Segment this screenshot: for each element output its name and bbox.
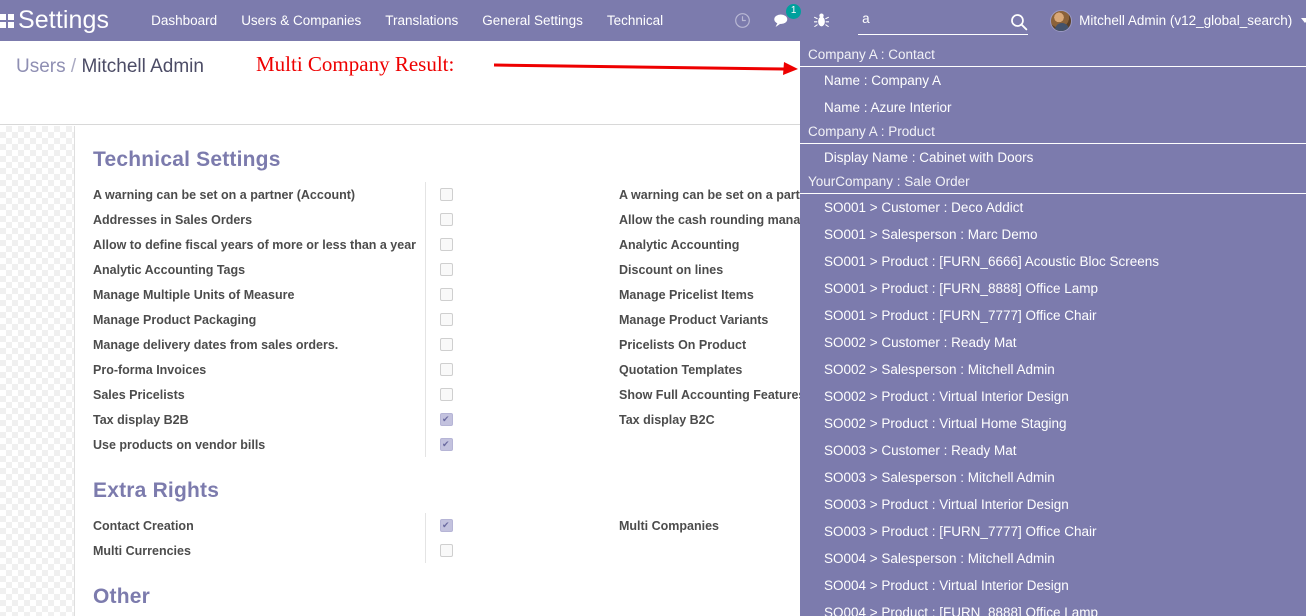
main-menu: Dashboard Users & Companies Translations…	[139, 0, 675, 41]
user-menu[interactable]: Mitchell Admin (v12_global_search)	[1050, 9, 1306, 32]
search-result-item[interactable]: SO003 > Customer : Ready Mat	[824, 443, 1017, 458]
messages-icon[interactable]: 1	[762, 4, 803, 29]
setting-label: Multi Companies	[619, 518, 720, 533]
search-result-item[interactable]: Name : Company A	[824, 73, 942, 88]
setting-checkbox[interactable]	[440, 263, 453, 276]
setting-label: Analytic Accounting Tags	[93, 262, 246, 277]
group-title-other: Other	[93, 585, 151, 608]
setting-checkbox[interactable]	[440, 518, 453, 532]
breadcrumb-separator: /	[70, 56, 77, 77]
column-divider	[425, 513, 426, 563]
column-divider	[425, 182, 426, 457]
setting-checkbox[interactable]	[440, 388, 453, 401]
search-result-item[interactable]: SO002 > Product : Virtual Home Staging	[824, 416, 1067, 431]
breadcrumb: Users / Mitchell Admin	[16, 56, 204, 78]
setting-checkbox[interactable]	[440, 238, 453, 251]
annotation-arrow-icon	[493, 62, 798, 75]
search-result-item[interactable]: SO004 > Product : [FURN_8888] Office Lam…	[824, 605, 1099, 616]
setting-label: Discount on lines	[619, 262, 724, 277]
setting-label: Manage Product Packaging	[93, 312, 257, 327]
setting-checkbox[interactable]	[440, 338, 453, 351]
search-result-item[interactable]: SO001 > Salesperson : Marc Demo	[824, 227, 1038, 242]
clock-icon[interactable]	[723, 12, 762, 29]
setting-label: Pricelists On Product	[619, 337, 747, 352]
app-brand-title[interactable]: Settings	[18, 6, 110, 34]
setting-label: Tax display B2B	[93, 412, 189, 427]
setting-label: Sales Pricelists	[93, 387, 185, 402]
result-group-header[interactable]: Company A : Contact	[800, 44, 1306, 67]
top-navbar: Settings Dashboard Users & Companies Tra…	[0, 0, 1306, 41]
debug-bug-icon[interactable]	[803, 12, 840, 29]
menu-item-translations[interactable]: Translations	[385, 13, 459, 28]
setting-checkbox[interactable]	[440, 188, 453, 201]
setting-checkbox[interactable]	[440, 437, 453, 451]
result-group-header[interactable]: YourCompany : Sale Order	[800, 171, 1306, 194]
setting-label: Contact Creation	[93, 518, 194, 533]
settings-grid-extra-rights: Contact Creation Multi Currencies Multi …	[75, 513, 1306, 563]
settings-grid-technical: A warning can be set on a partner (Accou…	[75, 182, 1306, 457]
user-menu-label: Mitchell Admin (v12_global_search)	[1079, 13, 1293, 28]
search-result-item[interactable]: SO001 > Product : [FURN_8888] Office Lam…	[824, 281, 1099, 296]
setting-checkbox[interactable]	[440, 288, 453, 301]
setting-label: Show Full Accounting Features	[619, 387, 806, 402]
setting-label: Manage Multiple Units of Measure	[93, 287, 295, 302]
search-result-item[interactable]: SO004 > Product : Virtual Interior Desig…	[824, 578, 1069, 593]
search-result-item[interactable]: SO002 > Product : Virtual Interior Desig…	[824, 389, 1069, 404]
user-avatar	[1050, 9, 1073, 32]
search-result-item[interactable]: SO003 > Salesperson : Mitchell Admin	[824, 470, 1055, 485]
setting-label: Allow to define fiscal years of more or …	[93, 237, 417, 252]
apps-grid-icon[interactable]	[0, 0, 14, 41]
systray: 1	[723, 0, 840, 41]
breadcrumb-parent[interactable]: Users	[16, 56, 66, 77]
search-result-item[interactable]: SO002 > Customer : Ready Mat	[824, 335, 1017, 350]
setting-label: Addresses in Sales Orders	[93, 212, 253, 227]
setting-label: Tax display B2C	[619, 412, 715, 427]
search-result-item[interactable]: Name : Azure Interior	[824, 100, 952, 115]
setting-label: Manage Pricelist Items	[619, 287, 754, 302]
search-result-item[interactable]: SO001 > Product : [FURN_7777] Office Cha…	[824, 308, 1097, 323]
search-result-item[interactable]: SO002 > Salesperson : Mitchell Admin	[824, 362, 1055, 377]
menu-item-technical[interactable]: Technical	[606, 13, 664, 28]
search-result-item[interactable]: SO003 > Product : [FURN_7777] Office Cha…	[824, 524, 1097, 539]
setting-checkbox[interactable]	[440, 363, 453, 376]
search-result-item[interactable]: SO004 > Salesperson : Mitchell Admin	[824, 551, 1055, 566]
setting-checkbox[interactable]	[440, 313, 453, 326]
menu-item-dashboard[interactable]: Dashboard	[151, 13, 218, 28]
setting-label: Pro-forma Invoices	[93, 362, 207, 377]
search-result-item[interactable]: SO001 > Product : [FURN_6666] Acoustic B…	[824, 254, 1160, 269]
group-title-technical-settings: Technical Settings	[93, 148, 281, 171]
menu-item-general-settings[interactable]: General Settings	[482, 13, 583, 28]
setting-label: A warning can be set on a partner (Accou…	[93, 187, 356, 202]
setting-label: Analytic Accounting	[619, 237, 740, 252]
messages-badge-count: 1	[786, 4, 802, 19]
result-group-header[interactable]: Company A : Product	[800, 121, 1306, 144]
group-title-extra-rights: Extra Rights	[93, 479, 220, 502]
search-input[interactable]	[858, 11, 1029, 29]
setting-label: Multi Currencies	[93, 543, 191, 558]
search-result-item[interactable]: SO001 > Customer : Deco Addict	[824, 200, 1024, 215]
search-result-item[interactable]: Display Name : Cabinet with Doors	[824, 150, 1034, 165]
global-search-box[interactable]	[858, 7, 1029, 35]
setting-checkbox[interactable]	[440, 213, 453, 226]
annotation-text: Multi Company Result:	[256, 52, 455, 76]
menu-item-users-companies[interactable]: Users & Companies	[241, 13, 362, 28]
setting-checkbox[interactable]	[440, 412, 453, 426]
breadcrumb-current: Mitchell Admin	[81, 56, 204, 77]
setting-label: Manage delivery dates from sales orders.	[93, 337, 339, 352]
setting-label: Allow the cash rounding management	[619, 212, 845, 227]
setting-checkbox[interactable]	[440, 544, 453, 557]
search-icon[interactable]	[1010, 13, 1028, 31]
chevron-down-icon	[1301, 18, 1306, 23]
setting-label: Quotation Templates	[619, 362, 743, 377]
setting-label: Use products on vendor bills	[93, 437, 266, 452]
search-result-item[interactable]: SO003 > Product : Virtual Interior Desig…	[824, 497, 1069, 512]
setting-label: Manage Product Variants	[619, 312, 769, 327]
global-search-results-dropdown[interactable]: Company A : Contact Name : Company A Nam…	[800, 41, 1306, 616]
